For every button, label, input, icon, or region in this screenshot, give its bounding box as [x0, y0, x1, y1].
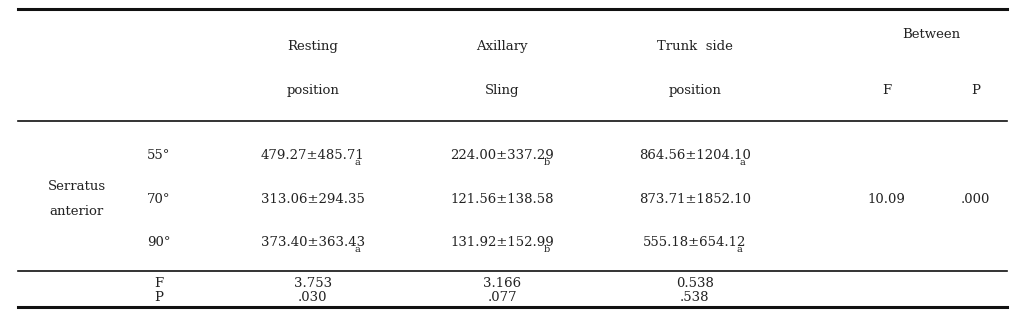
Text: 555.18±654.12: 555.18±654.12	[644, 236, 746, 249]
Text: 121.56±138.58: 121.56±138.58	[451, 193, 554, 206]
Text: 0.538: 0.538	[676, 276, 713, 290]
Text: 313.06±294.35: 313.06±294.35	[260, 193, 365, 206]
Text: 3.166: 3.166	[483, 276, 522, 290]
Text: .077: .077	[488, 290, 517, 304]
Text: 873.71±1852.10: 873.71±1852.10	[639, 193, 751, 206]
Text: Trunk  side: Trunk side	[657, 40, 733, 53]
Text: P: P	[155, 290, 163, 304]
Text: anterior: anterior	[50, 205, 104, 218]
Text: 70°: 70°	[148, 193, 170, 206]
Text: a: a	[354, 158, 360, 167]
Text: 131.92±152.99: 131.92±152.99	[450, 236, 555, 249]
Text: Axillary: Axillary	[477, 40, 528, 53]
Text: 224.00±337.29: 224.00±337.29	[450, 149, 555, 162]
Text: F: F	[155, 276, 163, 290]
Text: Resting: Resting	[287, 40, 338, 53]
Text: b: b	[543, 245, 549, 254]
Text: 479.27±485.71: 479.27±485.71	[260, 149, 365, 162]
Text: 55°: 55°	[148, 149, 170, 162]
Text: position: position	[668, 84, 722, 97]
Text: b: b	[543, 158, 549, 167]
Text: a: a	[354, 245, 360, 254]
Text: 3.753: 3.753	[293, 276, 332, 290]
Text: F: F	[883, 84, 891, 97]
Text: 864.56±1204.10: 864.56±1204.10	[639, 149, 751, 162]
Text: P: P	[972, 84, 980, 97]
Text: 373.40±363.43: 373.40±363.43	[260, 236, 365, 249]
Text: Sling: Sling	[485, 84, 520, 97]
Text: a: a	[739, 158, 745, 167]
Text: .000: .000	[961, 193, 990, 206]
Text: 10.09: 10.09	[868, 193, 905, 206]
Text: .030: .030	[298, 290, 327, 304]
Text: a: a	[736, 245, 742, 254]
Text: .538: .538	[681, 290, 709, 304]
Text: Serratus: Serratus	[48, 180, 106, 193]
Text: 90°: 90°	[148, 236, 170, 249]
Text: position: position	[286, 84, 339, 97]
Text: Between: Between	[902, 28, 960, 41]
